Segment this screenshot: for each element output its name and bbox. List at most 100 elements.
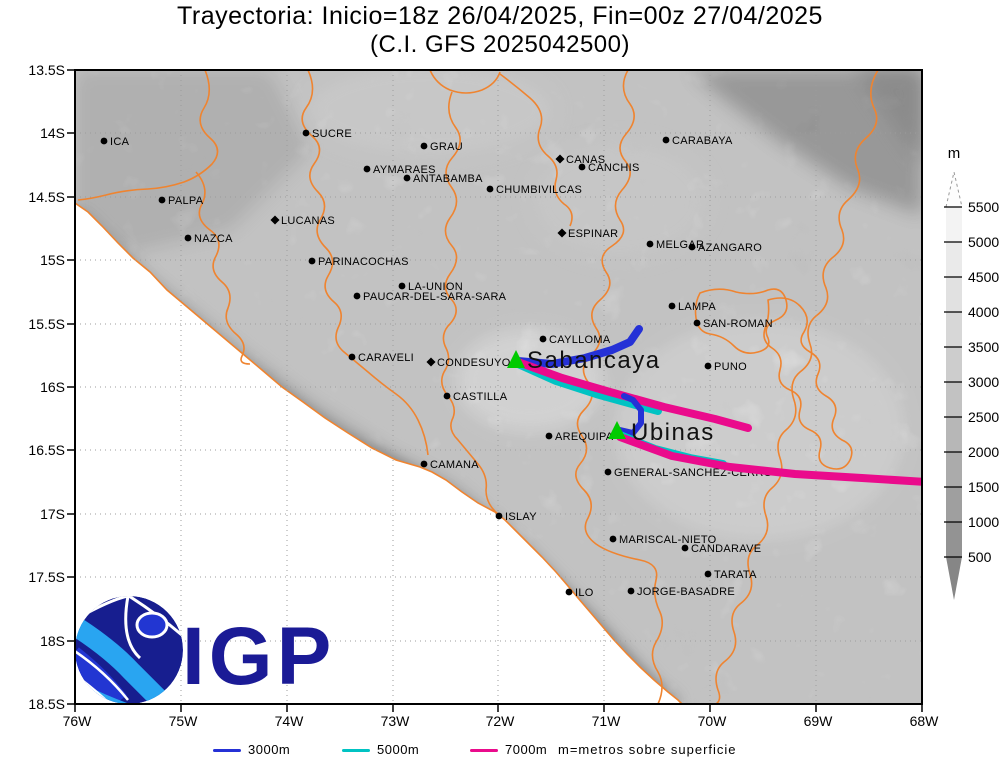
lat-tick-label: 16S — [40, 379, 65, 395]
place-marker-dot — [604, 468, 612, 476]
coastline — [75, 202, 683, 704]
place-label-text: NAZCA — [194, 233, 233, 245]
place-marker-dot — [704, 362, 712, 370]
lat-tick-label: 17.5S — [28, 569, 65, 585]
place-label-text: CARAVELI — [358, 352, 414, 364]
legend-line-swatch — [342, 749, 370, 752]
place-label-text: PALPA — [168, 195, 204, 207]
legend: m=metros sobre superficie 3000m 5000m 7000… — [0, 741, 1000, 765]
lon-tick-label: 72W — [486, 713, 516, 729]
place-marker-dot — [545, 432, 553, 440]
place-label-text: ISLAY — [505, 511, 537, 523]
legend-item-label: 7000m — [505, 742, 548, 757]
trajectory-ubinas-7000m — [616, 433, 922, 486]
place-label-text: CANCHIS — [588, 162, 640, 174]
place-marker-dot — [565, 588, 573, 596]
colorbar-segment — [946, 452, 962, 487]
colorbar-segment — [946, 487, 962, 522]
place-marker-dot — [398, 282, 406, 290]
place-marker-dot — [308, 257, 316, 265]
ocean-polygon — [75, 203, 682, 704]
colorbar-segment — [946, 277, 962, 312]
colorbar-segment — [946, 312, 962, 347]
colorbar-segment — [946, 242, 962, 277]
place-label-text: ESPINAR — [568, 228, 618, 240]
place-label-text: AZANGARO — [698, 242, 762, 254]
place-marker-dot — [443, 392, 451, 400]
colorbar-segment — [946, 207, 962, 242]
place-marker-dot — [353, 292, 361, 300]
place-label-text: CHUMBIVILCAS — [496, 184, 582, 196]
place-label-text: PUNO — [714, 361, 747, 373]
place-label-text: ILO — [575, 587, 594, 599]
colorbar-tip-bottom — [946, 557, 962, 600]
place-marker-dot — [403, 174, 411, 182]
place-marker-dot — [627, 587, 635, 595]
volcano-triangle — [507, 350, 525, 368]
place-marker-dot — [539, 335, 547, 343]
colorbar-tick-label: 5500 — [968, 199, 999, 215]
colorbar-tick-label: 1000 — [968, 514, 999, 530]
place-marker-dot — [363, 165, 371, 173]
place-label-text: CARABAYA — [672, 135, 733, 147]
place-label-text: GRAU — [430, 141, 463, 153]
boundary-line — [440, 91, 499, 515]
place-marker-dot — [302, 129, 310, 137]
place-label-text: CAYLLOMA — [549, 334, 611, 346]
lon-tick-label: 71W — [592, 713, 622, 729]
place-label-text: SAN-ROMAN — [703, 318, 773, 330]
gridlines — [75, 70, 922, 704]
colorbar-tick-label: 500 — [968, 549, 992, 565]
place-label-text: CAMANA — [430, 459, 479, 471]
place-marker-dot — [668, 302, 676, 310]
legend-line-swatch — [470, 749, 498, 752]
place-marker-dot — [420, 142, 428, 150]
colorbar-segment — [946, 417, 962, 452]
lon-tick-label: 76W — [63, 713, 93, 729]
colorbar-tick-label: 5000 — [968, 234, 999, 250]
place-label-text: MARISCAL-NIETO — [619, 534, 717, 546]
place-label-text: CANDARAVE — [691, 543, 761, 555]
colorbar-segment — [946, 522, 962, 557]
place-marker-dot — [348, 353, 356, 361]
legend-line-swatch — [213, 749, 241, 752]
place-marker-dot — [688, 243, 696, 251]
place-marker-dot — [681, 544, 689, 552]
place-marker-dot — [420, 460, 428, 468]
boundary-line — [429, 70, 501, 94]
lat-tick-label: 18S — [40, 633, 65, 649]
place-label-text: CASTILLA — [453, 391, 508, 403]
boundary-line — [499, 73, 573, 227]
title-line-1: Trayectoria: Inicio=18z 26/04/2025, Fin=… — [177, 2, 823, 30]
legend-note: m=metros sobre superficie — [558, 742, 737, 757]
ocean — [75, 202, 683, 704]
colorbar-segment — [946, 347, 962, 382]
volcano-label: Ubinas — [631, 419, 715, 446]
legend-item-label: 3000m — [248, 742, 291, 757]
colorbar-tip-top — [945, 171, 963, 208]
volcano-label: Sabancaya — [527, 347, 661, 374]
place-label-text: ICA — [110, 136, 130, 148]
place-marker-dot — [609, 535, 617, 543]
place-label-text: CONDESUYOS — [437, 357, 518, 369]
boundary-line — [763, 297, 853, 470]
place-label-text: CANAS — [566, 154, 605, 166]
place-label-text: LUCANAS — [281, 215, 335, 227]
legend-item-3000m: 3000m — [213, 741, 333, 761]
axes: 13.5S 14S 14.5S 15S 15.5S 16S 16.5S 17S 17.5S 18S… — [28, 62, 939, 729]
place-label-text: LA-UNION — [408, 281, 463, 293]
place-marker-dot — [158, 196, 166, 204]
lon-tick-label: 75W — [169, 713, 199, 729]
lat-tick-label: 16.5S — [28, 442, 65, 458]
figure-title: Trayectoria: Inicio=18z 26/04/2025, Fin=… — [0, 2, 1000, 59]
lon-tick-label: 69W — [804, 713, 834, 729]
place-label-text: PARINACOCHAS — [318, 256, 409, 268]
lon-tick-label: 73W — [381, 713, 411, 729]
colorbar-tick-label: 3500 — [968, 339, 999, 355]
lon-tick-label: 74W — [275, 713, 305, 729]
boundary-line — [195, 171, 251, 365]
colorbar-title: m — [948, 145, 961, 162]
place-marker-dot — [184, 234, 192, 242]
